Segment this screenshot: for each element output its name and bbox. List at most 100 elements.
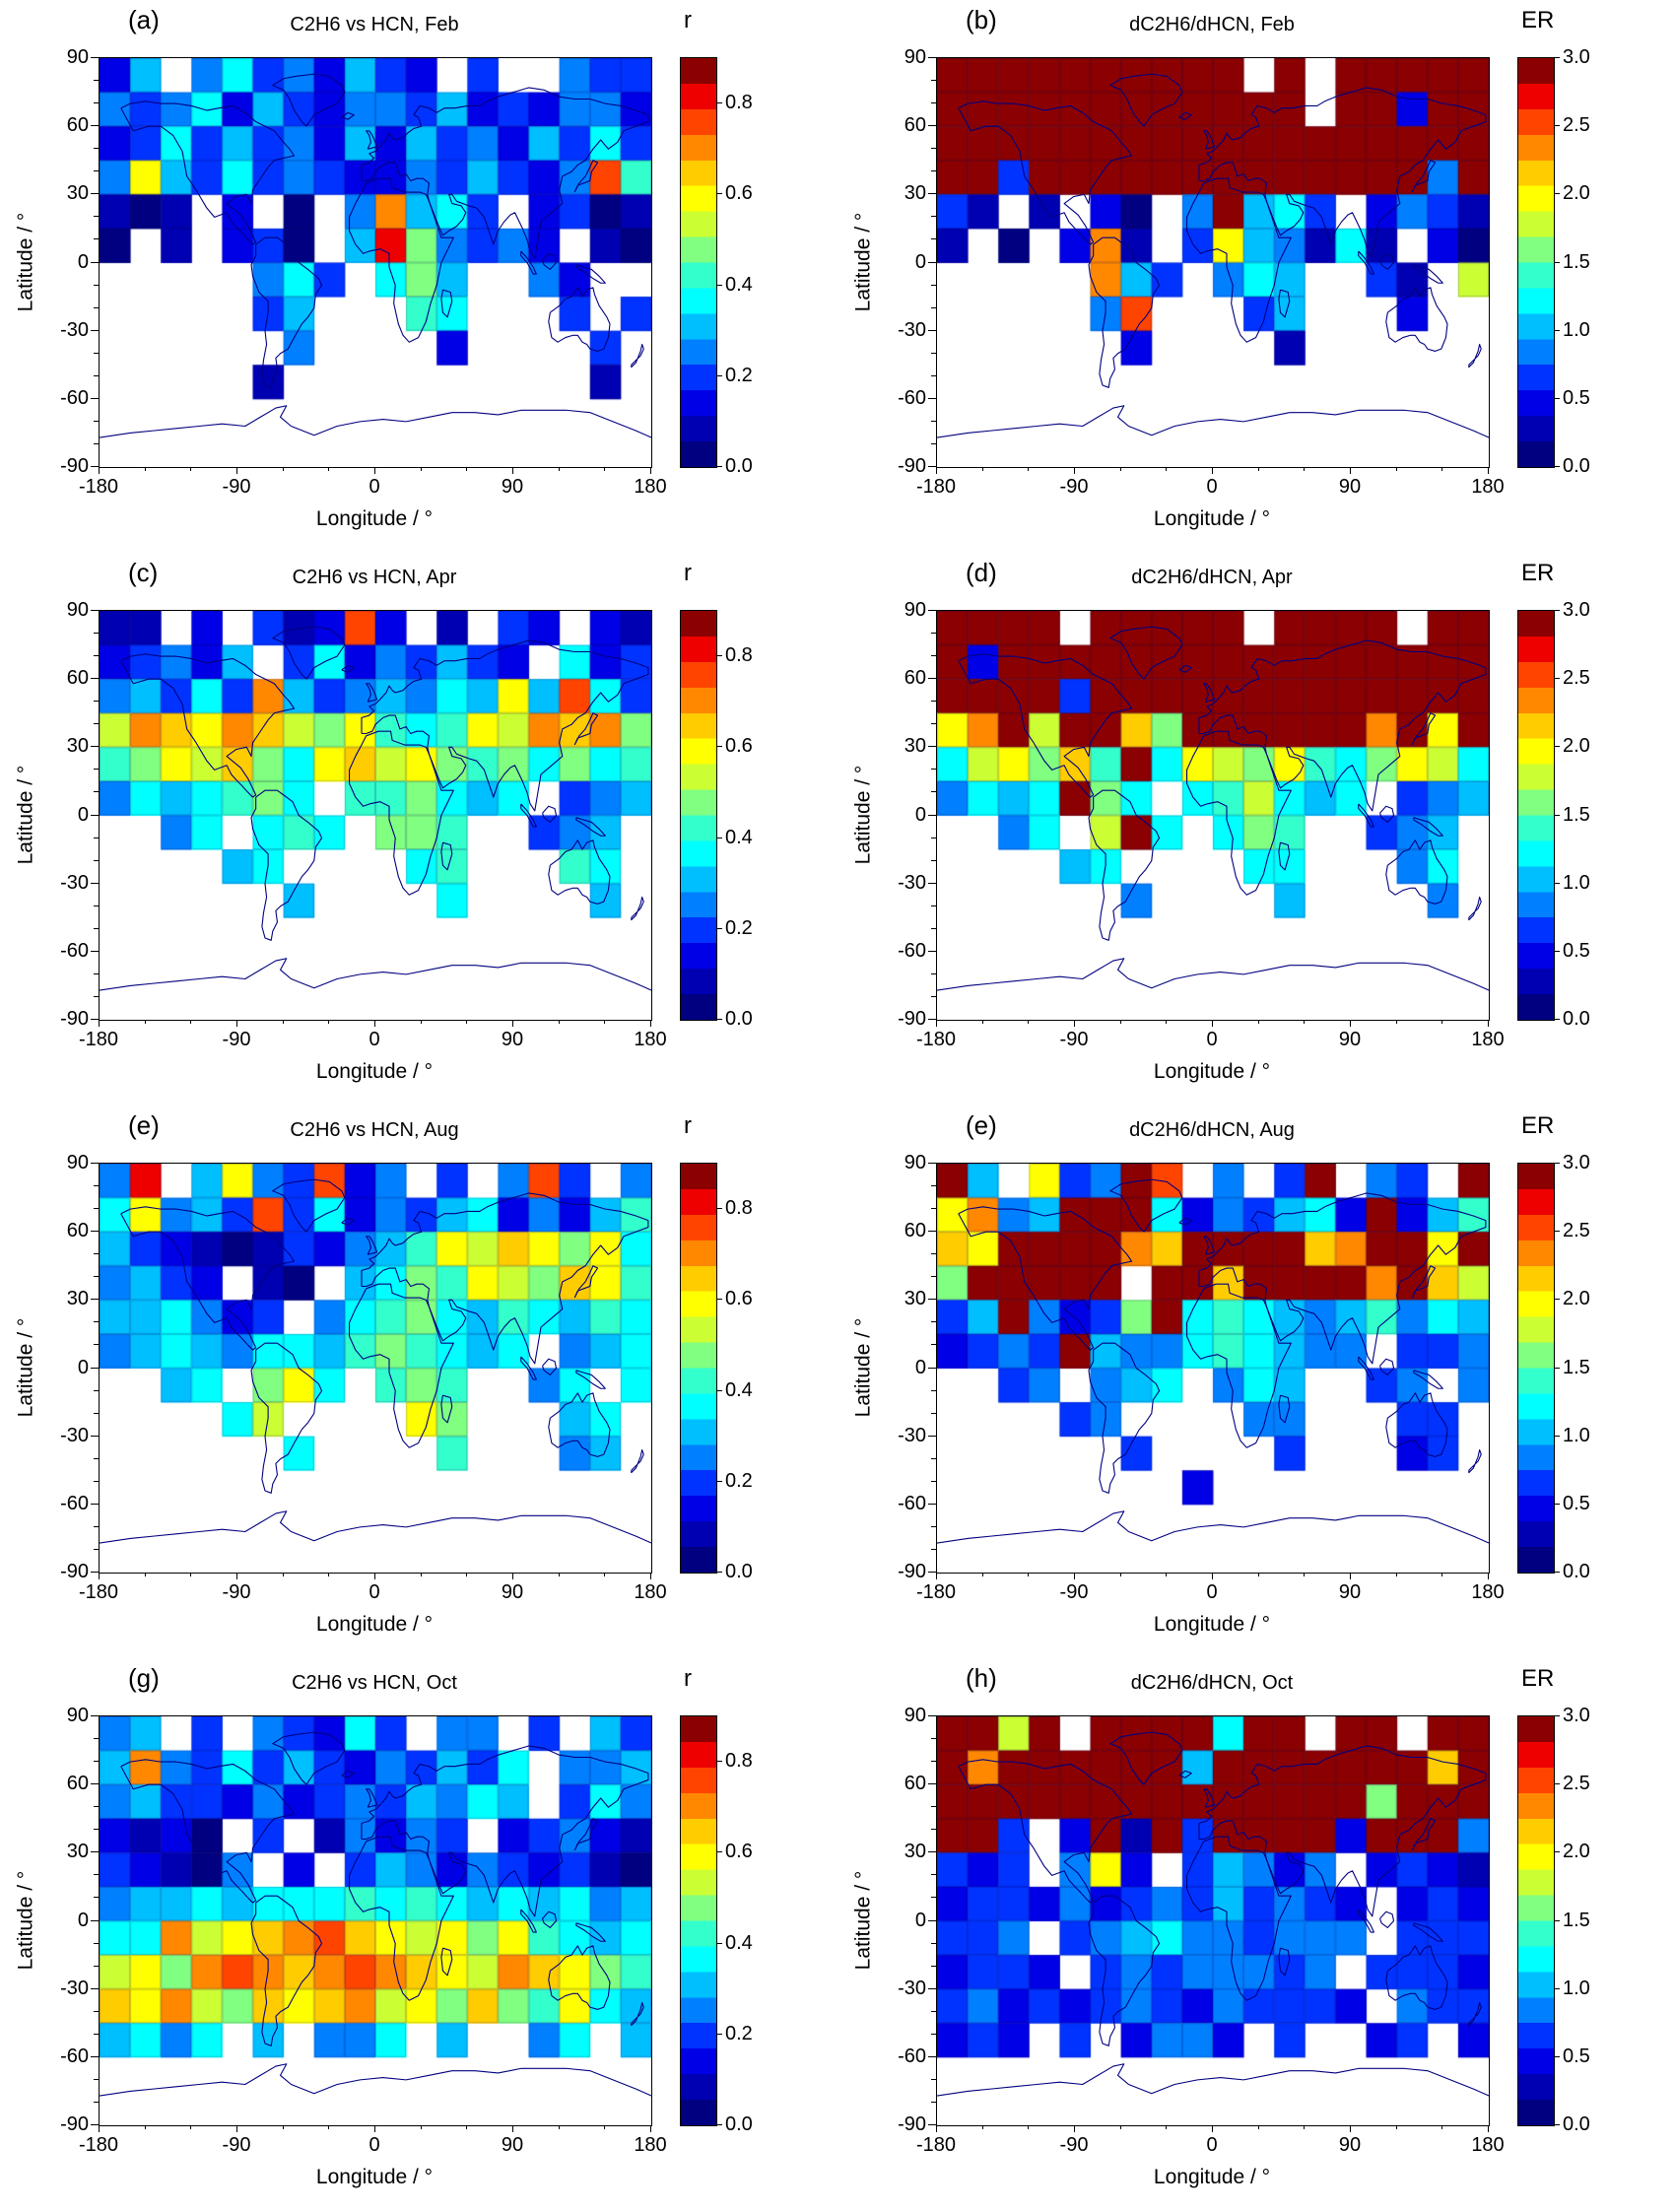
- y-axis-minor-tick: [931, 80, 936, 82]
- y-axis-minor-tick: [94, 1829, 99, 1831]
- panel-title: dC2H6/dHCN, Oct: [1130, 1672, 1294, 1694]
- x-axis-minor-tick: [1304, 1573, 1306, 1576]
- y-axis-tick-label: 30: [66, 1841, 89, 1863]
- x-axis-tick-label: 90: [1338, 476, 1362, 498]
- x-axis-tick-label: 90: [1338, 1581, 1362, 1603]
- x-axis-tick-label: -180: [78, 1029, 119, 1050]
- y-axis-minor-tick: [94, 791, 99, 793]
- x-axis-tick: [236, 467, 237, 474]
- x-axis-tick-label: 0: [1206, 2134, 1218, 2156]
- y-axis-tick: [91, 1367, 99, 1369]
- colorbar-tick-label: 0.2: [725, 2022, 753, 2044]
- panel-a: (a) C2H6 vs HCN, Feb r -180 -90 0 90 180 90 60 30 0…: [0, 0, 838, 553]
- colorbar-tick-label: 2.5: [1563, 1773, 1590, 1795]
- x-axis-tick: [512, 1573, 513, 1579]
- panel-title: dC2H6/dHCN, Feb: [1129, 14, 1295, 35]
- colorbar: [680, 1163, 717, 1574]
- y-axis-label: Latitude / °: [14, 765, 37, 864]
- y-axis-tick: [91, 193, 99, 195]
- y-axis-minor-tick: [94, 972, 99, 974]
- y-axis-tick: [91, 1572, 99, 1573]
- y-axis-tick: [91, 1715, 99, 1716]
- y-axis-minor-tick: [94, 306, 99, 308]
- x-axis-minor-tick: [328, 1020, 330, 1024]
- x-axis-minor-tick: [1304, 2125, 1306, 2129]
- y-axis-minor-tick: [931, 102, 936, 104]
- x-axis-minor-tick: [604, 1020, 606, 1024]
- y-axis-minor-tick: [94, 1480, 99, 1482]
- x-axis-tick: [236, 1020, 237, 1027]
- plot-area: [99, 57, 652, 468]
- x-axis-tick-label: -180: [78, 476, 119, 498]
- colorbar-tick: [717, 1572, 722, 1573]
- x-axis-minor-tick: [328, 1573, 330, 1576]
- panel-letter: (c): [128, 558, 159, 587]
- heatmap-canvas: [100, 611, 651, 1020]
- x-axis-tick: [99, 467, 100, 474]
- y-axis-tick-label: -60: [898, 939, 926, 962]
- x-axis-minor-tick: [1028, 1573, 1030, 1576]
- x-axis-tick-label: 180: [634, 476, 667, 498]
- x-axis-tick: [374, 1020, 375, 1027]
- y-axis-tick: [91, 678, 99, 680]
- colorbar-tick: [717, 927, 722, 929]
- y-axis-minor-tick: [94, 2101, 99, 2103]
- y-axis-minor-tick: [94, 1897, 99, 1899]
- x-axis-minor-tick: [981, 2125, 983, 2129]
- y-axis-tick-label: -30: [60, 1424, 89, 1446]
- x-axis-minor-tick: [144, 467, 146, 471]
- y-axis-tick: [91, 1851, 99, 1853]
- y-axis-tick: [928, 397, 936, 399]
- panel-title: C2H6 vs HCN, Apr: [292, 567, 457, 588]
- panel-c: (c) C2H6 vs HCN, Apr r -180 -90 0 90 180 90 60 30 0…: [0, 553, 838, 1106]
- y-axis-minor-tick: [94, 374, 99, 376]
- y-axis-minor-tick: [94, 148, 99, 150]
- y-axis-tick: [928, 610, 936, 611]
- y-axis-tick-label: 0: [914, 250, 926, 273]
- colorbar-tick: [1555, 2055, 1560, 2057]
- y-axis-tick-label: 0: [77, 250, 89, 273]
- x-axis-minor-tick: [190, 467, 192, 471]
- colorbar-tick-label: 3.0: [1563, 1152, 1590, 1173]
- y-axis-tick: [928, 329, 936, 331]
- panel-b: (b) dC2H6/dHCN, Feb ER -180 -90 0 90 180 90 60 30 0…: [838, 0, 1675, 553]
- colorbar-tick-label: 0.8: [725, 1197, 753, 1220]
- x-axis-label: Longitude / °: [315, 1613, 434, 1636]
- y-axis-minor-tick: [931, 1738, 936, 1740]
- x-axis-tick-label: 180: [1471, 1029, 1505, 1050]
- x-axis-minor-tick: [328, 467, 330, 471]
- x-axis-tick: [1488, 2125, 1489, 2132]
- x-axis-minor-tick: [1395, 2125, 1397, 2129]
- y-axis-minor-tick: [931, 1525, 936, 1527]
- y-axis-minor-tick: [931, 1253, 936, 1255]
- y-axis-tick-label: 60: [66, 1773, 89, 1795]
- y-axis-minor-tick: [931, 1457, 936, 1459]
- panel-f: (e) dC2H6/dHCN, Aug ER -180 -90 0 90 180 90 60 30 0…: [838, 1106, 1675, 1658]
- colorbar-tick-label: 0.2: [725, 364, 753, 386]
- x-axis-minor-tick: [1028, 1020, 1030, 1024]
- x-axis-minor-tick: [282, 2125, 284, 2129]
- colorbar-title: r: [684, 1112, 692, 1139]
- x-axis-minor-tick: [1119, 1573, 1121, 1576]
- x-axis-tick-label: 180: [634, 1581, 667, 1603]
- colorbar-tick: [717, 1389, 722, 1391]
- x-axis-tick-label: -180: [915, 1029, 957, 1050]
- y-axis-label: Latitude / °: [14, 1317, 37, 1417]
- colorbar-tick: [1555, 261, 1560, 263]
- colorbar-tick-label: 0.2: [725, 1469, 753, 1492]
- colorbar-tick-label: 0.0: [725, 1561, 753, 1582]
- x-axis-tick-label: 0: [1206, 1029, 1218, 1050]
- colorbar-tick: [1555, 1851, 1560, 1853]
- y-axis-minor-tick: [94, 2078, 99, 2080]
- y-axis-minor-tick: [931, 1480, 936, 1482]
- y-axis-tick-label: 0: [914, 1909, 926, 1931]
- x-axis-minor-tick: [282, 1020, 284, 1024]
- y-axis-tick-label: 90: [66, 46, 89, 68]
- y-axis-tick-label: -90: [898, 1561, 926, 1582]
- x-axis-minor-tick: [1166, 1573, 1168, 1576]
- colorbar-title: ER: [1521, 1112, 1555, 1139]
- y-axis-minor-tick: [931, 1412, 936, 1414]
- y-axis-tick-label: -60: [60, 939, 89, 962]
- colorbar-tick: [717, 1299, 722, 1301]
- y-axis-minor-tick: [94, 216, 99, 218]
